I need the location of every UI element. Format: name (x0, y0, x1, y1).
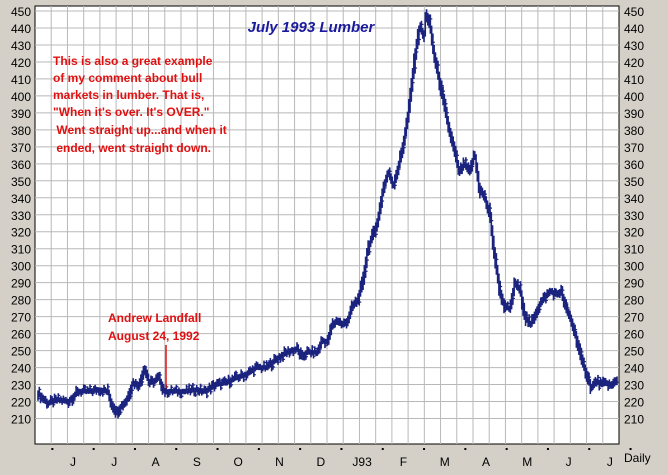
x-tick-mark (216, 448, 219, 450)
x-tick-label: S (193, 455, 201, 469)
y-tick-label: 230 (11, 379, 31, 393)
x-tick-label: J93 (352, 455, 372, 469)
landfall-line: August 24, 1992 (108, 329, 200, 343)
comment-line: This is also a great example (53, 54, 213, 68)
x-tick-mark (257, 448, 260, 450)
y-tick-label: 320 (624, 226, 644, 240)
x-tick-mark (175, 448, 178, 450)
x-tick-mark (133, 448, 136, 450)
y-tick-label: 440 (624, 22, 644, 36)
y-tick-label: 390 (11, 107, 31, 121)
landfall-annotation: Andrew Landfall August 24, 1992 (108, 311, 201, 388)
y-tick-label: 450 (624, 5, 644, 19)
y-tick-label: 330 (624, 209, 644, 223)
y-tick-label: 410 (624, 73, 644, 87)
x-tick-mark (546, 448, 549, 450)
y-tick-label: 380 (624, 124, 644, 138)
x-tick-label: M (440, 455, 450, 469)
chart-title: July 1993 Lumber (248, 19, 376, 36)
y-tick-label: 390 (624, 107, 644, 121)
y-tick-label: 380 (11, 124, 31, 138)
y-tick-label: 360 (11, 158, 31, 172)
comment-line: "When it's over. It's OVER." (53, 105, 209, 119)
y-tick-label: 310 (11, 243, 31, 257)
y-tick-label: 370 (11, 141, 31, 155)
y-tick-label: 360 (624, 158, 644, 172)
y-tick-label: 430 (11, 39, 31, 53)
x-tick-label: A (152, 455, 160, 469)
y-tick-label: 340 (624, 192, 644, 206)
y-tick-label: 290 (11, 277, 31, 291)
x-tick-label: N (275, 455, 284, 469)
x-tick-label: M (522, 455, 532, 469)
y-tick-label: 300 (624, 260, 644, 274)
x-tick-label: J (607, 455, 613, 469)
x-tick-label: O (234, 455, 243, 469)
y-tick-label: 350 (624, 175, 644, 189)
y-tick-label: 250 (11, 345, 31, 359)
y-tick-label: 220 (11, 396, 31, 410)
y-tick-label: 210 (11, 413, 31, 427)
y-tick-label: 400 (624, 90, 644, 104)
y-tick-label: 280 (624, 294, 644, 308)
y-tick-label: 290 (624, 277, 644, 291)
y-tick-label: 310 (624, 243, 644, 257)
x-tick-label: J (70, 455, 76, 469)
grid (35, 6, 619, 444)
x-tick-label: J (566, 455, 572, 469)
y-tick-label: 410 (11, 73, 31, 87)
price-bars (37, 9, 619, 419)
y-tick-label: 400 (11, 90, 31, 104)
y-tick-label: 430 (624, 39, 644, 53)
y-tick-label: 270 (624, 311, 644, 325)
landfall-line: Andrew Landfall (108, 311, 201, 325)
y-tick-label: 250 (624, 345, 644, 359)
y-tick-label: 220 (624, 396, 644, 410)
x-tick-mark (505, 448, 508, 450)
y-tick-label: 240 (11, 362, 31, 376)
comment-line: markets in lumber. That is, (53, 88, 204, 102)
comment-line: Went straight up...and when it (53, 123, 227, 137)
x-tick-mark (92, 448, 95, 450)
x-axis: J J A S O N D J93 F M A M J J (51, 448, 632, 469)
comment-annotation: This is also a great example of my comme… (53, 54, 227, 155)
x-tick-mark (629, 448, 632, 450)
x-tick-mark (588, 448, 591, 450)
period-label: Daily (624, 451, 651, 465)
y-tick-label: 260 (11, 328, 31, 342)
y-axis-right: 210 220 230 240 250 260 270 280 290 300 310 320 330 3… (624, 5, 644, 427)
x-tick-mark (381, 448, 384, 450)
y-tick-label: 440 (11, 22, 31, 36)
y-tick-label: 420 (624, 56, 644, 70)
y-tick-label: 300 (11, 260, 31, 274)
x-tick-label: J (111, 455, 117, 469)
y-tick-label: 330 (11, 209, 31, 223)
x-tick-mark (51, 448, 54, 450)
x-tick-label: D (316, 455, 325, 469)
x-tick-label: F (400, 455, 407, 469)
y-tick-label: 340 (11, 192, 31, 206)
y-tick-label: 210 (624, 413, 644, 427)
y-tick-label: 350 (11, 175, 31, 189)
y-tick-label: 320 (11, 226, 31, 240)
y-tick-label: 270 (11, 311, 31, 325)
y-tick-label: 370 (624, 141, 644, 155)
x-tick-mark (340, 448, 343, 450)
y-tick-label: 240 (624, 362, 644, 376)
y-tick-label: 420 (11, 56, 31, 70)
x-tick-mark (423, 448, 426, 450)
comment-line: of my comment about bull (53, 71, 202, 85)
x-tick-mark (464, 448, 467, 450)
y-tick-label: 260 (624, 328, 644, 342)
comment-line: ended, went straight down. (53, 141, 211, 155)
x-tick-mark (299, 448, 302, 450)
y-tick-label: 450 (11, 5, 31, 19)
y-tick-label: 230 (624, 379, 644, 393)
y-axis-left: 210 220 230 240 250 260 270 280 290 300 310 320 330 3… (11, 5, 31, 427)
y-tick-label: 280 (11, 294, 31, 308)
x-tick-label: A (482, 455, 490, 469)
